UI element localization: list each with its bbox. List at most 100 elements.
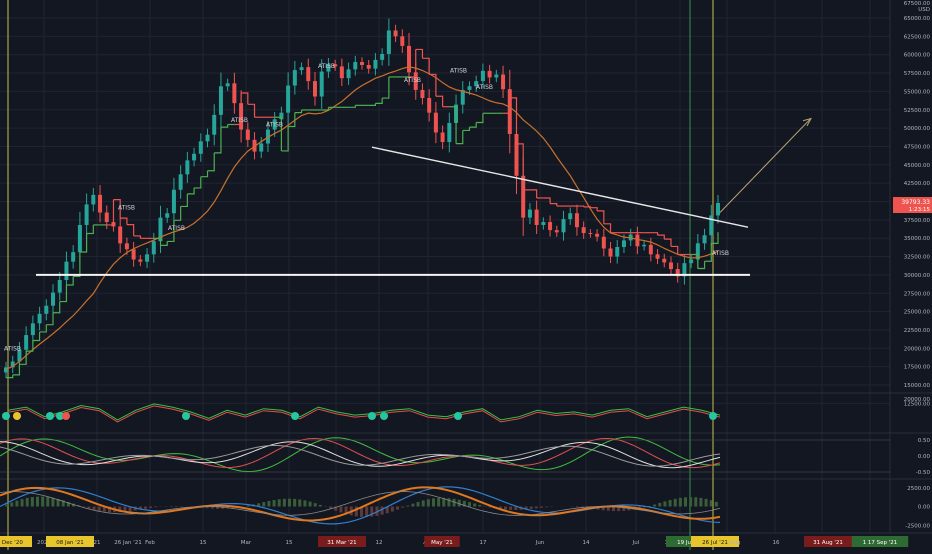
atisb-annotation: ATISB — [404, 77, 421, 84]
macd-histogram-bar — [87, 507, 90, 509]
price-axis-tick: 17500.00 — [904, 365, 931, 371]
macd-histogram-bar — [15, 501, 18, 507]
candle-body — [662, 259, 666, 263]
macd-histogram-bar — [149, 507, 152, 508]
macd-histogram-bar — [509, 507, 512, 510]
candle-body — [642, 245, 646, 246]
candle-body — [434, 113, 438, 133]
candle-body — [340, 66, 344, 78]
candle-body — [420, 90, 424, 98]
candle-body — [387, 30, 391, 53]
macd-histogram-bar — [653, 504, 656, 506]
candle-body — [206, 135, 210, 142]
candle-body — [575, 213, 579, 227]
macd-histogram-bar — [705, 499, 708, 507]
candle-body — [562, 219, 566, 232]
candle-body — [259, 144, 263, 152]
macd-histogram-bar — [267, 501, 270, 507]
candle-body — [219, 86, 223, 115]
candle-body — [494, 75, 498, 78]
candle-body — [501, 75, 505, 90]
macd-histogram-bar — [658, 503, 661, 507]
time-axis-label: Aug — [730, 540, 741, 546]
candle-body — [535, 210, 539, 225]
macd-histogram-bar — [51, 498, 54, 507]
macd-histogram-bar — [391, 507, 394, 512]
candle-body — [427, 98, 431, 113]
macd-histogram-bar — [447, 498, 450, 506]
candle-body — [232, 83, 236, 103]
candle-body — [394, 30, 398, 36]
time-axis-label: May '21 — [431, 540, 453, 546]
macd-histogram-bar — [417, 502, 420, 507]
macd-histogram-bar — [10, 502, 13, 506]
price-axis-tick: 15000.00 — [904, 383, 931, 389]
candle-body — [145, 254, 149, 261]
price-axis-tick: 20000.00 — [904, 346, 931, 352]
macd-histogram-bar — [699, 498, 702, 507]
last-price-label: 39793.33 — [901, 199, 930, 206]
atisb-annotation: ATISB — [318, 63, 335, 70]
candle-body — [353, 62, 357, 69]
osc-tick: -0.50 — [916, 470, 931, 476]
price-axis-tick: 32500.00 — [904, 255, 931, 261]
candle-body — [400, 36, 404, 46]
candle-body — [125, 243, 129, 249]
macd-histogram-bar — [21, 499, 24, 506]
macd-histogram-bar — [406, 506, 409, 507]
macd-histogram-bar — [689, 497, 692, 506]
signal-dot — [182, 412, 190, 420]
time-axis-label: 15 — [200, 540, 207, 546]
atisb-annotation: ATISB — [118, 205, 135, 212]
candle-body — [105, 213, 109, 223]
signal-dot — [46, 412, 54, 420]
price-axis-tick: 65000.00 — [904, 16, 931, 22]
candle-body — [118, 226, 122, 243]
candle-body — [132, 249, 136, 259]
candle-body — [85, 204, 89, 225]
atisb-annotation: ATISB — [712, 250, 729, 257]
signal-dot — [380, 412, 388, 420]
macd-histogram-bar — [540, 507, 543, 508]
candle-body — [649, 245, 653, 255]
atisb-annotation: ATISB — [4, 346, 21, 353]
signal-dot — [709, 412, 717, 420]
time-axis-label: 26 Jul '21 — [702, 540, 728, 546]
candle-body — [91, 195, 95, 205]
time-axis-label: 21 — [94, 540, 101, 546]
signal-dot — [291, 412, 299, 420]
atisb-annotation: ATISB — [168, 225, 185, 232]
macd-histogram-bar — [144, 507, 147, 509]
time-axis-label: 31 Mar '21 — [327, 540, 356, 546]
candle-body — [467, 86, 471, 90]
macd-histogram-bar — [535, 507, 538, 509]
price-axis-tick: 42500.00 — [904, 181, 931, 187]
price-axis-tick: 47500.00 — [904, 144, 931, 150]
candle-body — [212, 115, 216, 135]
atisb-annotation: ATISB — [450, 67, 467, 74]
candle-body — [293, 70, 297, 85]
time-axis-label: 31 Aug '21 — [813, 540, 843, 546]
macd-histogram-bar — [530, 507, 533, 509]
candle-body — [347, 69, 351, 78]
signal-dot — [2, 412, 10, 420]
time-axis-label: 15 — [286, 540, 293, 546]
candle-body — [716, 203, 720, 215]
candle-body — [286, 86, 290, 113]
macd-histogram-bar — [288, 499, 291, 507]
macd-histogram-bar — [396, 507, 399, 510]
price-axis-tick: 37500.00 — [904, 218, 931, 224]
candle-body — [98, 195, 102, 213]
candle-body — [568, 213, 572, 219]
osc-tick: 0.00 — [918, 454, 931, 460]
time-axis-label: Mar — [241, 540, 252, 546]
candle-body — [78, 225, 82, 252]
macd-histogram-bar — [427, 499, 430, 506]
macd-histogram-bar — [293, 499, 296, 507]
macd-histogram-bar — [36, 497, 39, 507]
macd-histogram-bar — [278, 499, 281, 506]
candle-body — [582, 227, 586, 233]
macd-histogram-bar — [437, 498, 440, 507]
